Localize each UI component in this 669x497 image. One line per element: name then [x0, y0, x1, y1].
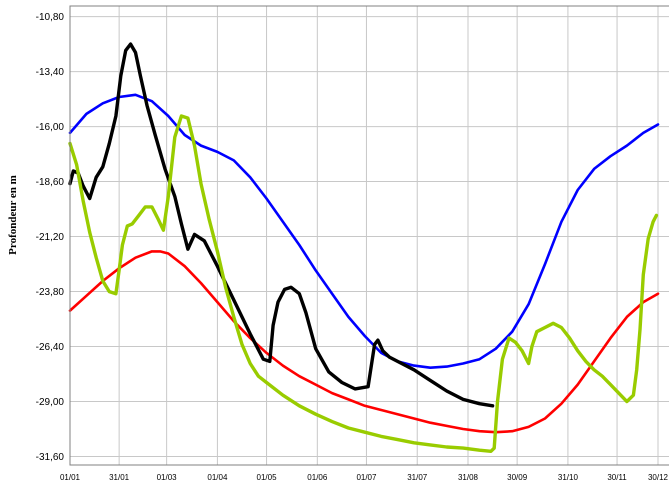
x-tick-label: 01/07: [356, 473, 377, 482]
series-group: [68, 42, 660, 453]
blue-series-line: [68, 93, 660, 369]
x-tick-label: 30/09: [507, 473, 528, 482]
y-tick-label: -16,00: [36, 122, 65, 133]
x-tick-label: 31/01: [109, 473, 130, 482]
y-tick-label: -13,40: [36, 67, 65, 78]
y-axis-label: Profondeur en m: [7, 175, 19, 255]
x-tick-label: 01/03: [157, 473, 178, 482]
y-tick-label: -26,40: [36, 342, 65, 353]
x-tick-label: 01/05: [257, 473, 278, 482]
x-tick-label: 01/01: [60, 473, 81, 482]
y-tick-label: -21,20: [36, 232, 65, 243]
x-tick-label: 30/12: [648, 473, 669, 482]
red-series-line: [68, 250, 660, 434]
grid: [69, 6, 669, 465]
x-tick-label: 31/10: [558, 473, 579, 482]
plot-frame: [69, 5, 669, 466]
x-tick-label: 01/04: [207, 473, 228, 482]
black-series-line: [68, 42, 495, 408]
y-tick-label: -10,80: [36, 12, 65, 23]
x-tick-labels: 01/01 31/01 01/03 01/04 01/05 01/06 01/07 31/07…: [60, 473, 669, 482]
x-tick-label: 01/06: [307, 473, 328, 482]
y-tick-label: -23,80: [36, 287, 65, 298]
x-tick-label: 30/11: [607, 473, 627, 482]
y-tick-label: -29,00: [36, 397, 65, 408]
green-series-line: [68, 114, 659, 453]
y-tick-labels: -10,80 -13,40 -16,00 -18,60 -21,20 -23,80 -26,…: [36, 12, 65, 463]
y-tick-label: -31,60: [36, 452, 65, 463]
y-tick-label: -18,60: [36, 177, 65, 188]
x-tick-label: 31/08: [458, 473, 479, 482]
x-tick-label: 31/07: [407, 473, 428, 482]
